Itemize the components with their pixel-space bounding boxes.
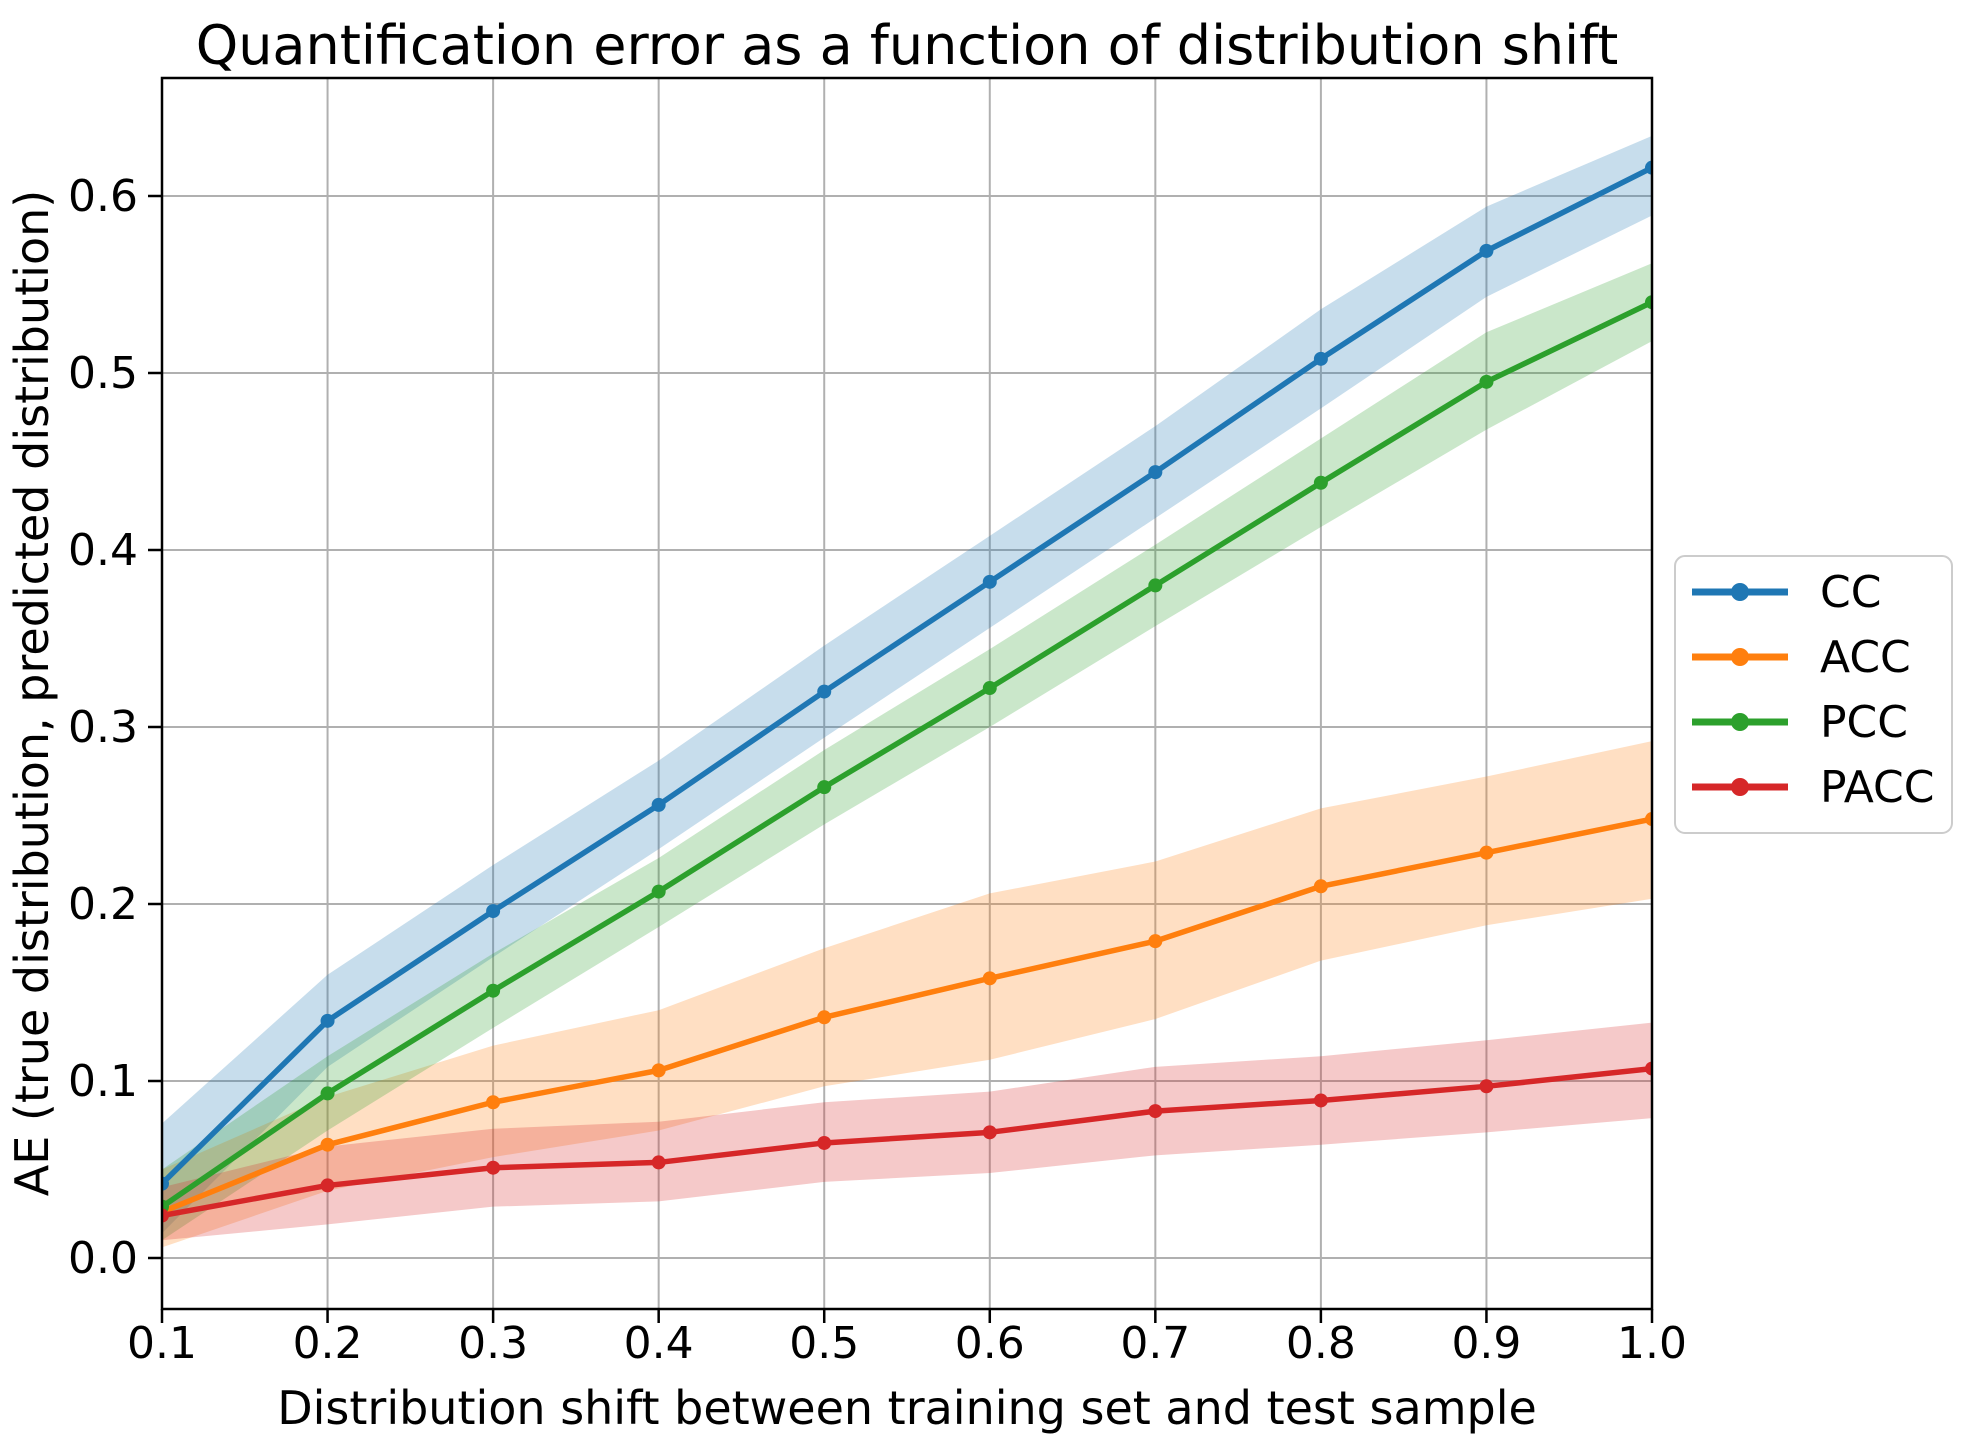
line-PCC [162, 299, 1652, 1210]
data-point-ACC-0.5 [817, 1010, 832, 1025]
data-point-CC-0.5 [817, 684, 832, 699]
x-tick-label-1.0: 1.0 [1617, 1318, 1687, 1369]
y-axis-label: AE (true distribution, predicted distrib… [5, 190, 59, 1196]
data-point-CC-1 [1645, 160, 1652, 175]
plot-frame [160, 76, 1654, 1311]
data-point-CC-0.3 [486, 904, 501, 919]
legend: CC ACC PCC PACC [1674, 555, 1953, 834]
data-point-PCC-0.8 [1313, 475, 1328, 490]
y-tick-label-0.3: 0.3 [68, 702, 138, 753]
x-tick-label-0.4: 0.4 [624, 1318, 694, 1369]
data-point-CC-0.4 [651, 797, 666, 812]
data-point-CC-0.9 [1479, 243, 1494, 258]
data-point-ACC-0.9 [1479, 845, 1494, 860]
chart-title: Quantification error as a function of di… [196, 14, 1619, 77]
data-point-PACC-0.3 [486, 1160, 501, 1175]
x-tick-label-0.1: 0.1 [127, 1318, 197, 1369]
data-point-PACC-0.5 [817, 1135, 832, 1150]
data-point-ACC-0.4 [651, 1063, 666, 1078]
x-tick-label-0.9: 0.9 [1451, 1318, 1521, 1369]
legend-label-PACC: PACC [1820, 762, 1935, 813]
line-CC [162, 164, 1652, 1187]
y-tick-label-0.5: 0.5 [68, 348, 138, 399]
band-ACC [162, 741, 1652, 1248]
y-tick-label-0.1: 0.1 [68, 1056, 138, 1107]
data-point-PCC-0.5 [817, 780, 832, 795]
data-point-PACC-0.7 [1148, 1104, 1163, 1119]
band-PACC [162, 1022, 1652, 1241]
data-point-PACC-0.1 [162, 1208, 169, 1223]
line-PACC [162, 1065, 1652, 1219]
data-point-ACC-0.2 [320, 1137, 335, 1152]
x-tick-label-0.7: 0.7 [1120, 1318, 1190, 1369]
data-point-PCC-0.9 [1479, 374, 1494, 389]
legend-marker-PACC [1731, 778, 1749, 796]
x-tick-label-0.3: 0.3 [458, 1318, 528, 1369]
y-tick-labels: 0.0 0.1 0.2 0.3 0.4 0.5 0.6 [68, 171, 138, 1284]
data-point-PCC-0.7 [1148, 578, 1163, 593]
data-point-CC-0.1 [162, 1176, 169, 1191]
data-point-PACC-0.6 [982, 1125, 997, 1140]
y-tick-label-0.4: 0.4 [68, 525, 138, 576]
data-point-PCC-0.3 [486, 983, 501, 998]
legend-marker-PCC [1731, 713, 1749, 731]
legend-label-CC: CC [1820, 567, 1881, 618]
y-tick-label-0.2: 0.2 [68, 879, 138, 930]
x-tick-label-0.8: 0.8 [1286, 1318, 1356, 1369]
data-point-CC-0.8 [1313, 351, 1328, 366]
data-point-PCC-1 [1645, 295, 1652, 310]
legend-label-PCC: PCC [1820, 697, 1908, 748]
x-tick-label-0.6: 0.6 [955, 1318, 1025, 1369]
x-tick-label-0.5: 0.5 [789, 1318, 859, 1369]
x-axis-label: Distribution shift between training set … [277, 1381, 1537, 1435]
data-point-PACC-0.2 [320, 1178, 335, 1193]
data-point-ACC-0.3 [486, 1095, 501, 1110]
data-point-ACC-0.7 [1148, 934, 1163, 949]
axis-ticks [148, 194, 1654, 1323]
data-point-CC-0.6 [982, 574, 997, 589]
data-point-PCC-0.6 [982, 681, 997, 696]
data-point-PACC-0.4 [651, 1155, 666, 1170]
legend-marker-ACC [1731, 648, 1749, 666]
data-series [162, 160, 1652, 1223]
legend-box [1674, 555, 1953, 834]
data-point-ACC-0.6 [982, 971, 997, 986]
data-point-ACC-1 [1645, 812, 1652, 827]
data-point-PCC-0.2 [320, 1086, 335, 1101]
band-CC [162, 135, 1652, 1234]
y-tick-label-0.6: 0.6 [68, 171, 138, 222]
data-point-PCC-0.4 [651, 884, 666, 899]
y-tick-label-0.0: 0.0 [68, 1233, 138, 1284]
data-point-CC-0.2 [320, 1013, 335, 1028]
data-point-PACC-0.9 [1479, 1079, 1494, 1094]
data-point-CC-0.7 [1148, 465, 1163, 480]
data-point-PACC-0.8 [1313, 1093, 1328, 1108]
data-point-ACC-0.8 [1313, 879, 1328, 894]
legend-marker-CC [1731, 583, 1749, 601]
x-tick-label-0.2: 0.2 [293, 1318, 363, 1369]
data-point-PACC-1 [1645, 1061, 1652, 1076]
legend-label-ACC: ACC [1820, 632, 1911, 683]
line-ACC [162, 816, 1652, 1215]
x-tick-labels: 0.1 0.2 0.3 0.4 0.5 0.6 0.7 0.8 0.9 1.0 [127, 1318, 1687, 1369]
